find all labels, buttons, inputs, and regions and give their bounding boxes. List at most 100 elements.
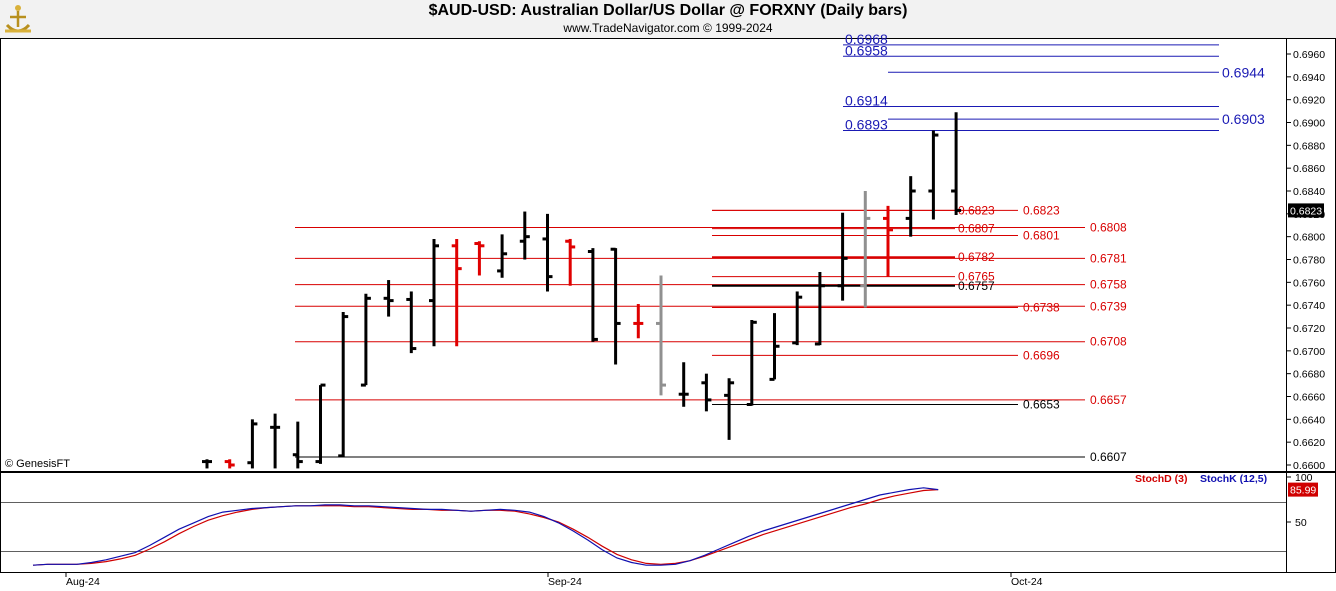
fib-level-red-mid-label: 0.6823 <box>1023 203 1060 217</box>
price-axis-label: 0.6900 <box>1293 118 1325 130</box>
fib-level-red-label: 0.6758 <box>1090 278 1127 292</box>
time-axis-label: Sep-24 <box>548 576 582 588</box>
price-axis-label: 0.6600 <box>1293 460 1325 472</box>
price-axis-label: 0.6860 <box>1293 163 1325 175</box>
fib-level-red-mid-label: 0.6801 <box>1023 229 1060 243</box>
price-axis-label: 0.6740 <box>1293 300 1325 312</box>
stoch-axis-label: 100 <box>1295 472 1313 484</box>
ohlc-bar <box>429 238 439 347</box>
fib-level-black-label: 0.6607 <box>1090 450 1127 464</box>
fib-level-red-label: 0.6781 <box>1090 251 1127 265</box>
ohlc-bar <box>406 291 417 354</box>
ohlc-bar <box>860 191 871 308</box>
ohlc-bar <box>451 238 462 347</box>
stoch-last-label: 85.99 <box>1290 485 1316 497</box>
fib-level-short-label: 0.6757 <box>958 279 995 293</box>
ohlc-bar <box>724 378 735 440</box>
chart-header: $AUD-USD: Australian Dollar/US Dollar @ … <box>0 0 1336 38</box>
fib-level-red-label: 0.6708 <box>1090 335 1127 349</box>
fib-level-blue-label: 0.6914 <box>845 93 888 109</box>
ohlc-bar <box>497 234 508 278</box>
price-axis: 0.6960 0.6940 0.6920 0.6900 0.6880 0.6860 0.68… <box>1286 49 1325 472</box>
price-axis-label: 0.6760 <box>1293 277 1325 289</box>
ohlc-bar <box>383 280 394 317</box>
ohlc-bar <box>519 211 530 260</box>
price-axis-label: 0.6920 <box>1293 95 1325 107</box>
ohlc-bar <box>270 413 281 469</box>
stoch-d-line <box>32 489 939 566</box>
genesisft-watermark: © GenesisFT <box>5 458 70 470</box>
ohlc-bar <box>883 205 893 277</box>
ohlc-bar <box>338 312 349 458</box>
fib-level-blue-label: 0.6968 <box>845 31 888 47</box>
fib-level-short-label: 0.6765 <box>958 270 995 284</box>
stoch-d-legend: StochD (3) <box>1135 473 1188 485</box>
price-axis-label: 0.6700 <box>1293 346 1325 358</box>
last-price-label: 0.6823 <box>1290 205 1322 217</box>
ohlc-bar <box>360 293 371 387</box>
ohlc-bar <box>746 320 757 406</box>
fib-level-red-mid-label: 0.6696 <box>1023 348 1060 362</box>
ohlc-bar <box>678 362 689 407</box>
ohlc-bar <box>474 241 485 276</box>
price-axis-label: 0.6680 <box>1293 369 1325 381</box>
stoch-legend: StochD (3) StochK (12,5) <box>1135 473 1267 485</box>
ohlc-bar <box>837 212 848 301</box>
price-axis-label: 0.6640 <box>1293 414 1325 426</box>
fib-level-short-label: 0.6807 <box>958 222 995 236</box>
ohlc-bar <box>656 275 666 396</box>
fib-level-red-label: 0.6808 <box>1090 221 1127 235</box>
price-axis-label: 0.6840 <box>1293 186 1325 198</box>
ohlc-bar <box>542 213 553 292</box>
ohlc-bar <box>701 373 712 412</box>
ohlc-bar <box>951 112 962 215</box>
time-axis-label: Oct-24 <box>1011 576 1043 588</box>
ohlc-bar <box>928 130 939 220</box>
ohlc-bar <box>224 459 235 469</box>
stoch-lines <box>32 487 939 566</box>
ohlc-bar <box>315 383 326 464</box>
price-axis-label: 0.6660 <box>1293 392 1325 404</box>
fib-level-black-mid-label: 0.6653 <box>1023 397 1060 411</box>
last-price-badge <box>1288 203 1324 218</box>
fib-level-blue-label: 0.6944 <box>1222 64 1265 80</box>
stoch-axis-label: 50 <box>1295 517 1307 529</box>
fib-level-red-mid-label: 0.6738 <box>1023 300 1060 314</box>
fib-level-red-label: 0.6739 <box>1090 299 1127 313</box>
price-axis-label: 0.6800 <box>1293 232 1325 244</box>
fib-level-blue-label: 0.6903 <box>1222 111 1265 127</box>
ohlc-bar <box>633 304 644 339</box>
fib-level-red-label: 0.6657 <box>1090 393 1127 407</box>
fib-level-short-label: 0.6782 <box>958 250 995 264</box>
price-axis-label: 0.6960 <box>1293 49 1325 61</box>
price-axis-label: 0.6780 <box>1293 255 1325 267</box>
price-bars <box>202 112 962 469</box>
fib-level-blue-label: 0.6958 <box>845 42 888 58</box>
fib-level-blue-label: 0.6893 <box>845 116 888 132</box>
price-axis-label: 0.6720 <box>1293 323 1325 335</box>
ohlc-bar <box>792 291 803 346</box>
time-axis-label: Aug-24 <box>66 576 100 588</box>
price-axis-label: 0.6940 <box>1293 72 1325 84</box>
chart-subtitle: www.TradeNavigator.com © 1999-2024 <box>563 21 773 35</box>
ohlc-bar <box>769 313 780 381</box>
stoch-grid <box>1 502 1286 552</box>
ohlc-bar <box>565 238 576 286</box>
ohlc-bar <box>610 247 621 365</box>
ohlc-bar <box>247 419 258 469</box>
time-axis: Aug-24 Sep-24 Oct-24 <box>65 572 1043 588</box>
stoch-axis: 100 50 85.99 <box>1286 472 1318 529</box>
stoch-k-legend: StochK (12,5) <box>1200 473 1267 485</box>
ohlc-bar <box>905 176 916 237</box>
stoch-last-badge <box>1288 482 1318 497</box>
ohlc-bar <box>814 272 825 346</box>
ohlc-bar <box>202 459 212 469</box>
fib-level-short-label: 0.6823 <box>958 203 995 217</box>
price-axis-label: 0.6620 <box>1293 437 1325 449</box>
chart-title: $AUD-USD: Australian Dollar/US Dollar @ … <box>428 2 908 19</box>
trade-navigator-logo-icon <box>5 5 31 33</box>
ohlc-bar <box>587 248 598 342</box>
stoch-k-line <box>32 487 939 566</box>
